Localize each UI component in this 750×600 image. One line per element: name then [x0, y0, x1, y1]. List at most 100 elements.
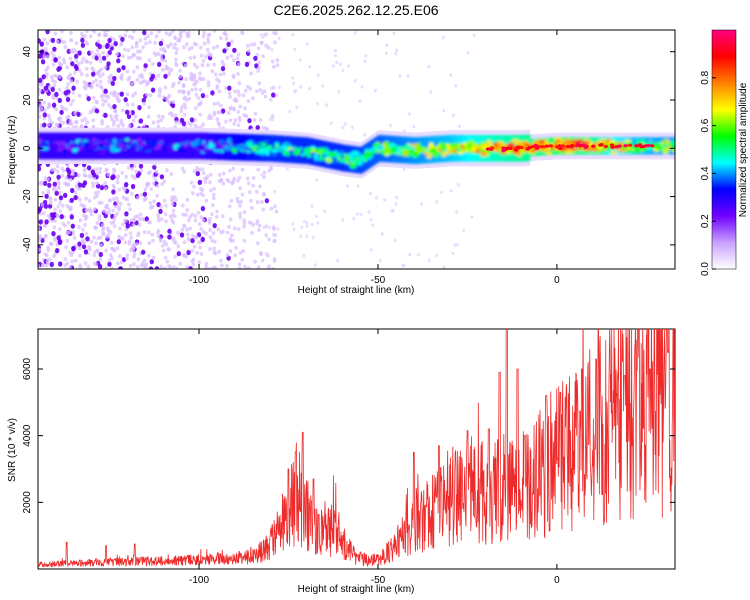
- noise-speckle: [102, 30, 107, 33]
- ridge-blob: [486, 140, 492, 146]
- noise-speckle: [159, 57, 164, 62]
- noise-speckle: [268, 225, 272, 230]
- noise-speckle: [202, 41, 207, 46]
- noise-speckle: [276, 227, 280, 231]
- noise-speckle: [291, 76, 295, 80]
- noise-speckle: [260, 173, 263, 177]
- noise-speckle: [97, 200, 102, 205]
- colorbar-tick-label: 0.0: [700, 262, 711, 276]
- noise-speckle: [205, 47, 210, 52]
- noise-speckle: [392, 31, 396, 35]
- noise-speckle: [147, 58, 152, 63]
- ridge-blob: [328, 152, 336, 157]
- noise-speckle: [65, 86, 69, 91]
- noise-speckle: [134, 44, 139, 49]
- noise-speckle: [176, 231, 180, 235]
- noise-speckle: [189, 117, 195, 123]
- noise-speckle: [57, 55, 62, 60]
- noise-speckle: [236, 109, 240, 114]
- noise-speckle: [211, 231, 216, 236]
- noise-speckle: [94, 78, 99, 83]
- noise-speckle: [157, 30, 161, 34]
- noise-speckle: [77, 182, 83, 188]
- noise-speckle: [143, 63, 148, 69]
- noise-speckle: [56, 174, 61, 180]
- noise-speckle: [260, 200, 264, 204]
- noise-speckle: [212, 223, 217, 229]
- noise-speckle: [178, 74, 183, 79]
- noise-speckle: [106, 172, 111, 177]
- noise-speckle: [167, 32, 172, 37]
- noise-speckle: [358, 99, 362, 103]
- noise-speckle: [264, 233, 269, 238]
- ridge-blob: [588, 142, 593, 146]
- noise-speckle: [206, 40, 211, 45]
- noise-speckle: [93, 207, 97, 212]
- noise-speckle: [256, 69, 260, 73]
- noise-speckle: [176, 244, 181, 249]
- noise-speckle: [158, 87, 162, 92]
- noise-speckle: [44, 47, 48, 52]
- noise-speckle: [61, 57, 66, 62]
- noise-speckle: [183, 105, 188, 110]
- noise-speckle: [42, 54, 47, 59]
- noise-speckle: [222, 62, 226, 67]
- ridge-blob: [241, 144, 247, 151]
- noise-speckle: [207, 220, 212, 225]
- noise-speckle: [101, 44, 106, 49]
- ridge-blob: [116, 140, 121, 144]
- noise-speckle: [61, 120, 65, 125]
- ridge-blob: [314, 148, 321, 153]
- noise-speckle: [74, 184, 79, 189]
- noise-speckle: [455, 210, 459, 214]
- noise-speckle: [212, 62, 216, 67]
- noise-speckle: [120, 36, 125, 43]
- colorbar-ticks: 0.0 0.2 0.4 0.6 0.8: [700, 70, 716, 276]
- noise-speckle: [61, 106, 66, 111]
- noise-speckle: [96, 236, 101, 241]
- noise-speckle: [211, 203, 215, 208]
- noise-speckle: [42, 37, 47, 42]
- noise-speckle: [91, 71, 96, 77]
- noise-speckle: [65, 65, 69, 70]
- noise-speckle: [52, 225, 57, 230]
- ridge-peak: [609, 143, 615, 147]
- noise-speckle: [240, 192, 245, 197]
- noise-speckle: [199, 45, 203, 50]
- noise-speckle: [352, 216, 356, 221]
- noise-speckle: [91, 80, 96, 85]
- ridge-blob: [443, 151, 450, 155]
- noise-speckle: [233, 89, 237, 94]
- noise-speckle: [230, 181, 235, 186]
- noise-speckle: [78, 253, 82, 258]
- noise-speckle: [201, 34, 206, 39]
- noise-speckle: [142, 191, 148, 197]
- ridge-blob: [562, 142, 570, 146]
- noise-speckle: [163, 49, 167, 54]
- noise-speckle: [96, 70, 101, 75]
- ridge-blob: [338, 150, 345, 154]
- noise-speckle: [92, 253, 97, 258]
- ridge-blob: [455, 147, 463, 152]
- noise-speckle: [202, 30, 207, 35]
- noise-speckle: [91, 95, 96, 100]
- x-tick-label: -50: [371, 575, 386, 586]
- noise-speckle: [38, 77, 43, 83]
- noise-speckle: [61, 203, 65, 208]
- noise-speckle: [101, 55, 107, 61]
- noise-speckle: [194, 87, 198, 92]
- noise-speckle: [167, 264, 171, 269]
- noise-speckle: [40, 59, 46, 65]
- noise-speckle: [238, 104, 242, 109]
- y-tick-label: 40: [22, 46, 33, 58]
- noise-speckle: [50, 37, 56, 44]
- noise-speckle: [78, 246, 82, 251]
- noise-speckle: [115, 180, 120, 185]
- ridge-blob: [61, 141, 66, 146]
- noise-speckle: [39, 41, 44, 47]
- noise-speckle: [298, 58, 302, 62]
- noise-speckle: [250, 230, 254, 235]
- noise-speckle: [38, 234, 42, 239]
- noise-speckle: [100, 121, 104, 126]
- noise-speckle: [237, 262, 242, 267]
